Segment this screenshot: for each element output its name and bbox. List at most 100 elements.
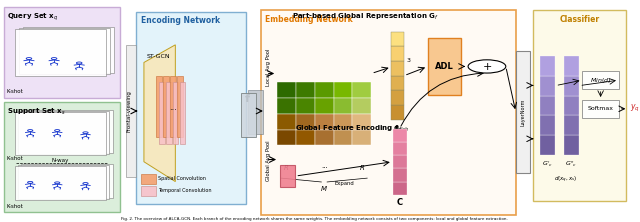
Bar <box>315 114 333 129</box>
Text: $G''_c$: $G''_c$ <box>565 159 577 169</box>
Text: ···: ··· <box>170 107 177 115</box>
Text: K-shot: K-shot <box>7 89 24 94</box>
Bar <box>540 56 556 76</box>
Text: $d(x_q, x_s)$: $d(x_q, x_s)$ <box>554 175 578 186</box>
Bar <box>15 29 106 76</box>
Text: $\mathbf{C}$: $\mathbf{C}$ <box>396 196 403 207</box>
Bar <box>333 129 353 145</box>
Bar <box>22 27 114 73</box>
Bar <box>393 182 406 195</box>
Text: Frontal-viewing: Frontal-viewing <box>127 90 132 132</box>
Bar <box>582 100 619 118</box>
Bar <box>393 155 406 168</box>
Text: Query Set $\mathbf{x}_q$: Query Set $\mathbf{x}_q$ <box>7 12 58 23</box>
Bar <box>19 165 109 199</box>
Bar <box>163 76 169 137</box>
Text: $+$: $+$ <box>482 61 492 72</box>
Bar <box>15 112 106 155</box>
Text: K-shot: K-shot <box>7 156 24 161</box>
Text: N-way: N-way <box>52 158 69 163</box>
Bar <box>141 174 157 184</box>
Bar <box>19 28 110 74</box>
Text: K-shot: K-shot <box>7 204 24 209</box>
Bar <box>564 115 579 135</box>
Bar <box>333 114 353 129</box>
Bar <box>277 129 296 145</box>
Text: Classifier: Classifier <box>560 15 600 24</box>
Text: LayerNorm: LayerNorm <box>520 98 525 126</box>
Bar <box>296 114 315 129</box>
Bar <box>166 82 172 144</box>
Bar <box>540 135 556 155</box>
Bar <box>392 90 404 105</box>
Polygon shape <box>144 45 175 182</box>
Bar <box>315 129 333 145</box>
Bar <box>392 61 404 76</box>
Bar <box>157 76 162 137</box>
Bar <box>564 76 579 95</box>
Text: $y_q$: $y_q$ <box>630 103 639 114</box>
Bar <box>277 98 296 114</box>
Text: Temporal Convolution: Temporal Convolution <box>158 188 212 193</box>
Bar <box>516 52 530 173</box>
Bar <box>393 168 406 182</box>
Bar <box>173 82 179 144</box>
Text: Spatial Convolution: Spatial Convolution <box>158 176 206 181</box>
Bar <box>296 82 315 98</box>
Bar <box>126 45 136 177</box>
Text: Embedding Network: Embedding Network <box>264 15 352 24</box>
Text: $M$: $M$ <box>320 184 328 193</box>
Circle shape <box>468 60 506 73</box>
Bar <box>21 110 113 153</box>
Text: ADL: ADL <box>435 62 454 71</box>
Text: Support Set $\mathbf{x}_s$: Support Set $\mathbf{x}_s$ <box>7 107 66 117</box>
Bar <box>392 32 404 46</box>
Bar <box>180 82 186 144</box>
Bar <box>136 12 246 204</box>
Bar <box>248 90 262 134</box>
Text: ···: ··· <box>321 165 328 171</box>
Bar <box>4 7 120 98</box>
Bar <box>333 98 353 114</box>
Bar <box>4 102 120 212</box>
Bar <box>564 95 579 115</box>
Bar <box>540 95 556 115</box>
Text: 3: 3 <box>406 58 410 63</box>
Bar <box>533 10 627 201</box>
Bar <box>392 46 404 61</box>
Text: ST-GCN: ST-GCN <box>147 54 170 59</box>
Bar <box>277 114 296 129</box>
Bar <box>315 98 333 114</box>
Bar <box>392 76 404 90</box>
Bar <box>333 82 353 98</box>
Bar <box>141 186 157 196</box>
Text: Fig. 2. The overview of ALCA-GCN. Each branch of the encoding network shares the: Fig. 2. The overview of ALCA-GCN. Each b… <box>122 217 508 221</box>
Bar <box>392 105 404 120</box>
Text: $G'_c$: $G'_c$ <box>542 159 553 169</box>
Bar <box>564 135 579 155</box>
Bar <box>277 82 296 98</box>
Bar <box>540 76 556 95</box>
Bar <box>353 82 371 98</box>
Text: Softmax: Softmax <box>588 106 614 111</box>
Bar <box>353 114 371 129</box>
Bar <box>582 71 619 89</box>
Text: Global Avg Pool: Global Avg Pool <box>266 140 271 181</box>
Bar <box>261 10 516 215</box>
Text: Local Avg Pool: Local Avg Pool <box>266 48 271 85</box>
Bar <box>296 98 315 114</box>
Text: Expand: Expand <box>334 181 354 186</box>
Bar <box>21 164 113 198</box>
Text: $\mathbf{g}_f$: $\mathbf{g}_f$ <box>393 125 403 134</box>
Bar <box>353 129 371 145</box>
Text: Encoding Network: Encoding Network <box>141 16 220 25</box>
Text: $\mathbf{f}$: $\mathbf{f}$ <box>244 92 251 104</box>
Bar <box>19 111 109 154</box>
Bar <box>241 93 257 137</box>
Bar <box>170 76 176 137</box>
Text: Global Feature Encoding $\mathbf{f}_{glob}$: Global Feature Encoding $\mathbf{f}_{glo… <box>295 124 410 135</box>
Text: $R$: $R$ <box>284 163 290 172</box>
Bar <box>280 165 295 187</box>
Bar <box>353 98 371 114</box>
Text: $R$: $R$ <box>359 163 365 172</box>
